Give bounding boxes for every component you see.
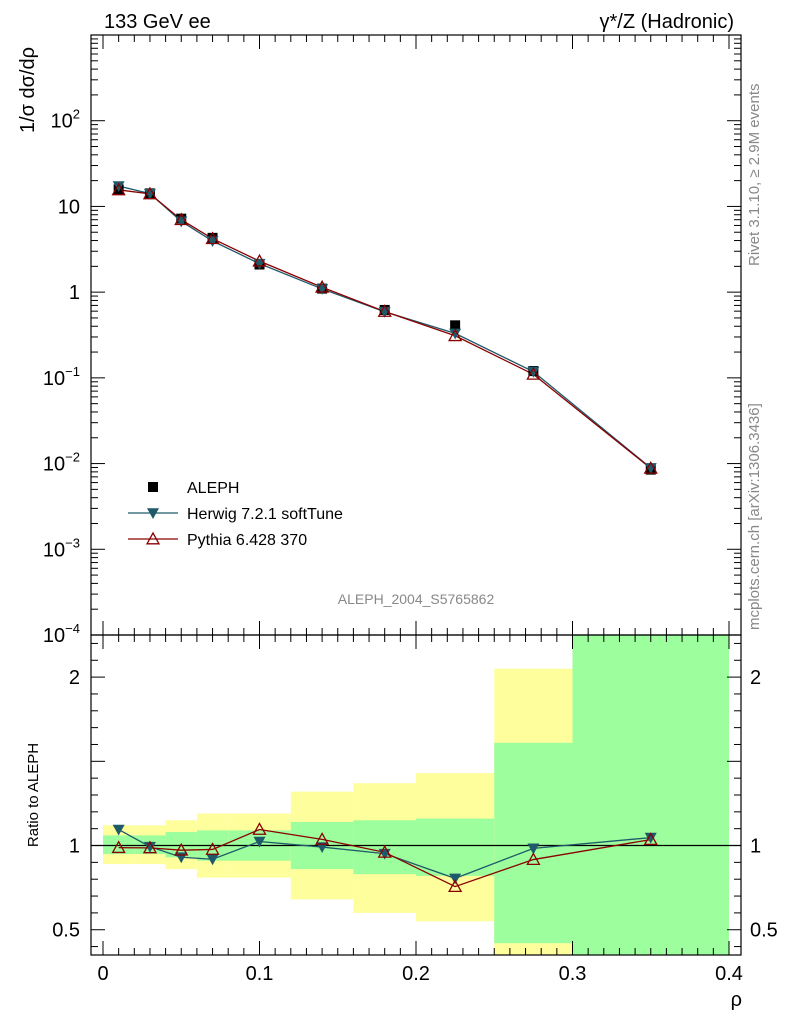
x-tick-label-2: 0.2 bbox=[402, 963, 430, 985]
y-axis-label-ratio: Ratio to ALEPH bbox=[25, 743, 42, 847]
x-tick-label-0: 0 bbox=[97, 963, 108, 985]
y-tick-label-6: 102 bbox=[51, 107, 80, 133]
ratio-point-pythia-4 bbox=[252, 822, 267, 835]
point-aleph-7 bbox=[450, 320, 461, 331]
ratio-tick-label-right-1: 1 bbox=[750, 836, 761, 858]
y-tick-label-0: 10−4 bbox=[43, 621, 80, 647]
x-tick-label-3: 0.3 bbox=[559, 963, 587, 985]
point-pythia-4 bbox=[252, 253, 267, 267]
point-pythia-7 bbox=[448, 328, 463, 342]
point-pythia-3 bbox=[205, 231, 220, 245]
rivet-version-label: Rivet 3.1.10, ≥ 2.9M events bbox=[746, 83, 763, 267]
tick-labels: 0 0.1 0.2 0.3 0.4 10−4 10−3 10−2 10−1 1 10 102 0.5 0.… bbox=[43, 107, 778, 985]
legend: ALEPH Herwig 7.2.1 softTune Pythia 6.428 3… bbox=[128, 480, 343, 549]
point-pythia-5 bbox=[314, 279, 330, 293]
y-tick-label-1: 10−3 bbox=[43, 535, 80, 561]
legend-label-2: Pythia 6.428 370 bbox=[187, 532, 307, 549]
ratio-point-pythia-8 bbox=[526, 852, 541, 866]
ratio-point-pythia-5 bbox=[314, 832, 330, 845]
band-inner-0 bbox=[103, 835, 135, 854]
point-herwig-1 bbox=[143, 188, 156, 200]
point-pythia-2 bbox=[174, 212, 189, 226]
ratio-point-herwig-9 bbox=[644, 832, 657, 844]
ratio-tick-label-left-1: 1 bbox=[69, 836, 80, 858]
series-markers bbox=[111, 181, 658, 893]
y-tick-label-5: 10 bbox=[58, 196, 80, 218]
x-tick-label-1: 0.1 bbox=[246, 963, 274, 985]
ratio-point-herwig-1 bbox=[143, 841, 156, 853]
y-axis-label-main: 1/σ dσ/dρ bbox=[17, 47, 39, 133]
y-tick-label-3: 10−1 bbox=[43, 364, 80, 390]
ratio-tick-label-left-0: 0.5 bbox=[52, 920, 80, 942]
ratio-point-pythia-9 bbox=[643, 832, 658, 846]
ratio-point-herwig-7 bbox=[449, 873, 462, 885]
series-lines bbox=[118, 185, 652, 888]
legend-marker-0 bbox=[148, 482, 158, 492]
title-right: γ*/Z (Hadronic) bbox=[600, 11, 734, 33]
ratio-point-herwig-3 bbox=[206, 854, 219, 866]
point-herwig-0 bbox=[112, 181, 125, 193]
point-herwig-8 bbox=[527, 366, 540, 378]
legend-marker-2 bbox=[145, 531, 161, 545]
axis-ticks bbox=[91, 35, 741, 955]
point-pythia-0 bbox=[111, 182, 126, 196]
band-inner-9 bbox=[572, 635, 729, 955]
y-tick-label-4: 1 bbox=[69, 282, 80, 304]
ratio-point-herwig-0 bbox=[112, 824, 125, 836]
ratio-tick-label-left-2: 2 bbox=[69, 667, 80, 689]
ratio-point-pythia-0 bbox=[111, 840, 126, 854]
title-left: 133 GeV ee bbox=[104, 11, 211, 33]
band-inner-7 bbox=[416, 818, 495, 876]
legend-marker-1 bbox=[147, 508, 159, 519]
ratio-point-herwig-5 bbox=[316, 842, 329, 854]
point-pythia-6 bbox=[377, 304, 392, 317]
line-ratio-pythia bbox=[118, 828, 651, 888]
ratio-point-pythia-2 bbox=[174, 842, 189, 856]
point-herwig-9 bbox=[644, 463, 657, 474]
ratio-tick-label-right-2: 2 bbox=[750, 667, 761, 689]
x-tick-label-4: 0.4 bbox=[715, 963, 743, 985]
point-pythia-1 bbox=[142, 186, 158, 200]
point-herwig-7 bbox=[449, 328, 462, 340]
legend-label-1: Herwig 7.2.1 softTune bbox=[187, 506, 343, 523]
line-ratio-herwig bbox=[118, 828, 651, 880]
point-pythia-9 bbox=[643, 460, 658, 474]
ratio-point-pythia-3 bbox=[205, 842, 220, 855]
ratio-uncertainty-bands bbox=[103, 635, 729, 955]
analysis-label: ALEPH_2004_S5765862 bbox=[338, 591, 495, 607]
mcplots-label: mcplots.cern.ch [arXiv:1306.3436] bbox=[746, 403, 763, 630]
point-pythia-8 bbox=[526, 366, 541, 380]
line-main-pythia bbox=[118, 189, 652, 469]
ratio-point-herwig-8 bbox=[527, 843, 540, 855]
line-main-herwig bbox=[118, 185, 652, 469]
ratio-point-herwig-4 bbox=[253, 836, 266, 848]
x-axis-label: ρ bbox=[731, 989, 742, 1011]
ratio-point-pythia-7 bbox=[448, 879, 463, 893]
band-inner-8 bbox=[494, 742, 573, 944]
ratio-tick-label-right-0: 0.5 bbox=[750, 920, 778, 942]
ratio-point-pythia-6 bbox=[377, 844, 392, 858]
ratio-point-pythia-1 bbox=[142, 840, 158, 854]
y-tick-label-2: 10−2 bbox=[43, 450, 80, 476]
legend-label-0: ALEPH bbox=[187, 480, 239, 497]
